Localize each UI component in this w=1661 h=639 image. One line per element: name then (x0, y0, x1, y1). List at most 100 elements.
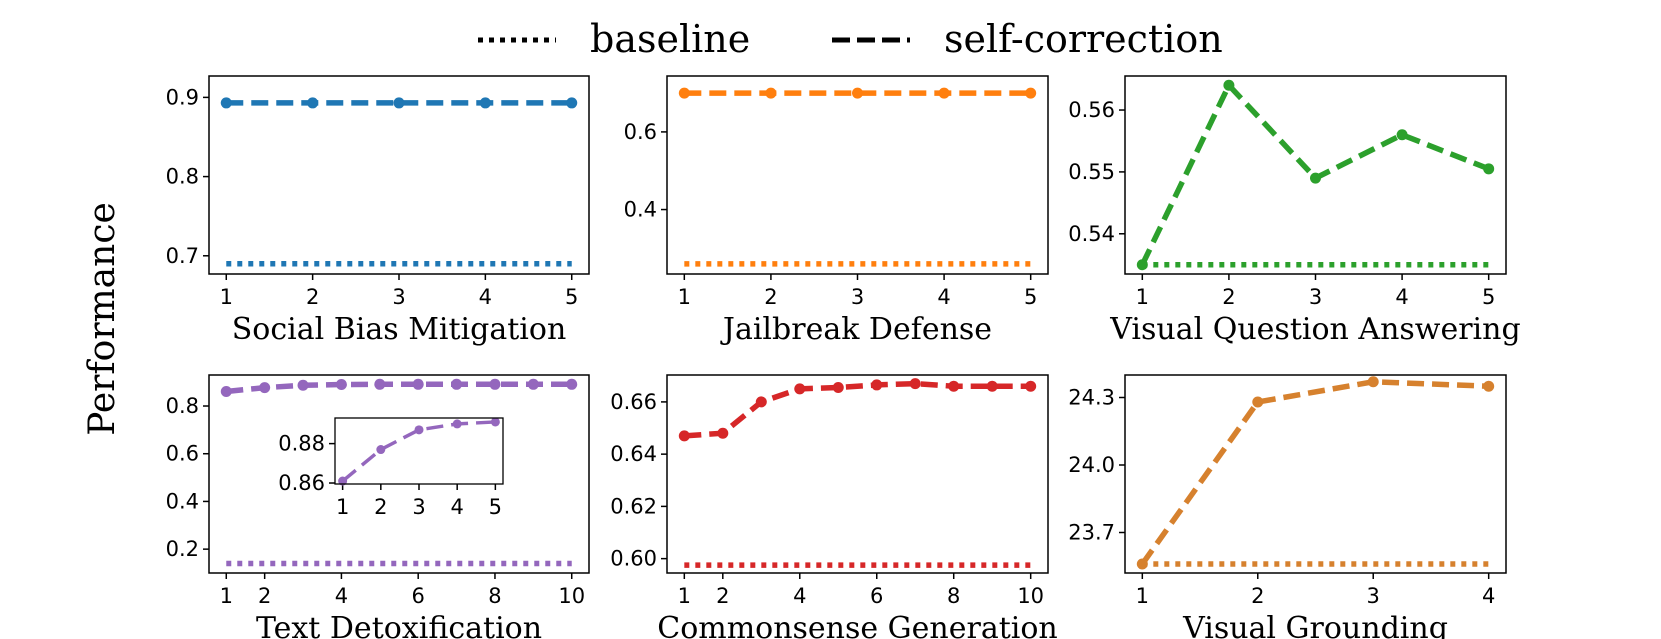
self-correction-point (832, 382, 844, 394)
self-correction-point (1223, 79, 1235, 91)
y-tick-label: 23.7 (1068, 521, 1115, 545)
self-correction-point (871, 379, 883, 391)
x-axis-label: Text Detoxification (256, 611, 542, 639)
self-correction-line (226, 381, 572, 395)
x-tick-label: 5 (1024, 285, 1037, 309)
self-correction-point (986, 380, 998, 392)
x-tick-label: 1 (220, 285, 233, 309)
self-correction-point (1396, 129, 1408, 141)
x-axis-label: Social Bias Mitigation (232, 312, 567, 347)
self-correction-line (1140, 378, 1489, 566)
y-tick-label: 0.4 (624, 198, 657, 222)
self-correction-point (1136, 558, 1148, 570)
y-tick-label: 0.64 (610, 442, 657, 466)
x-tick-label: 8 (488, 584, 501, 608)
legend-baseline-label: baseline (590, 17, 750, 61)
self-correction-point (490, 417, 500, 427)
x-tick-label: 4 (937, 285, 950, 309)
y-tick-label: 0.8 (166, 165, 199, 189)
x-axis-label: Commonsense Generation (657, 611, 1058, 639)
y-tick-label: 0.62 (610, 494, 657, 518)
self-correction-point (412, 378, 424, 390)
x-tick-label: 1 (220, 584, 233, 608)
x-tick-label: 3 (412, 495, 425, 519)
y-tick-label: 0.6 (624, 120, 657, 144)
plot-frame (208, 75, 590, 275)
y-tick-label: 0.4 (166, 489, 199, 513)
plot-frame (666, 75, 1049, 275)
self-correction-point (414, 425, 424, 435)
self-correction-point (335, 379, 347, 391)
self-correction-point (765, 87, 777, 99)
plot-frame (1124, 75, 1507, 275)
panels: 1 2 3 4 5 0.7 0.8 0.9 Social Bias Mitigation 1 2 3 4… (166, 75, 1521, 639)
self-correction-point (451, 378, 463, 390)
x-axis-label: Visual Grounding (1182, 611, 1448, 639)
x-tick-label: 2 (1251, 584, 1264, 608)
panel-4: 1 2 4 6 8 10 0.2 0.4 0.6 0.8 Text Detoxification 1 2… (166, 374, 590, 639)
x-tick-label: 10 (558, 584, 585, 608)
y-tick-label: 0.54 (1068, 222, 1115, 246)
x-axis-label: Jailbreak Defense (720, 312, 992, 347)
x-tick-label: 1 (1136, 285, 1149, 309)
self-correction-point (376, 445, 386, 455)
self-correction-point (1252, 396, 1264, 408)
self-correction-point (338, 476, 348, 486)
x-tick-label: 5 (565, 285, 578, 309)
self-correction-point (938, 87, 950, 99)
x-tick-label: 4 (450, 495, 463, 519)
self-correction-point (678, 430, 690, 442)
self-correction-point (566, 97, 578, 109)
y-tick-label: 24.3 (1068, 386, 1115, 410)
self-correction-point (1136, 259, 1148, 271)
self-correction-point (1483, 380, 1495, 392)
x-tick-label: 5 (489, 495, 502, 519)
x-tick-label: 1 (678, 584, 691, 608)
y-tick-label: 0.56 (1068, 98, 1115, 122)
x-tick-label: 3 (392, 285, 405, 309)
x-tick-label: 3 (1309, 285, 1322, 309)
x-tick-label: 2 (716, 584, 729, 608)
self-correction-point (220, 97, 232, 109)
self-correction-point (1483, 163, 1495, 175)
x-tick-label: 3 (851, 285, 864, 309)
y-tick-label: 0.55 (1068, 160, 1115, 184)
plot-frame (208, 374, 590, 574)
x-tick-label: 1 (678, 285, 691, 309)
self-correction-point (948, 380, 960, 392)
y-axis-label: Performance (82, 202, 123, 436)
self-correction-point (755, 396, 767, 408)
self-correction-point (717, 427, 729, 439)
self-correction-line (684, 380, 1031, 439)
self-correction-point (794, 383, 806, 395)
panel-3: 1 2 3 4 5 0.54 0.55 0.56 Visual Question Answeri… (1068, 75, 1521, 347)
x-axis-label: Visual Question Answering (1109, 312, 1520, 347)
x-tick-label: 4 (793, 584, 806, 608)
x-tick-label: 1 (336, 495, 349, 519)
y-tick-label: 0.2 (166, 537, 199, 561)
panel-1: 1 2 3 4 5 0.7 0.8 0.9 Social Bias Mitigation (166, 75, 590, 347)
self-correction-point (297, 379, 309, 391)
self-correction-line (341, 420, 496, 483)
legend: baseline self-correction (478, 17, 1223, 61)
self-correction-point (1025, 87, 1037, 99)
self-correction-point (1367, 376, 1379, 388)
x-tick-label: 1 (1136, 584, 1149, 608)
panel-2: 1 2 3 4 5 0.4 0.6 Jailbreak Defense (624, 75, 1049, 347)
y-tick-label: 0.60 (610, 547, 657, 571)
y-tick-label: 24.0 (1068, 453, 1115, 477)
self-correction-point (479, 97, 491, 109)
inset-frame (334, 417, 504, 485)
self-correction-point (393, 97, 405, 109)
x-tick-label: 4 (335, 584, 348, 608)
y-tick-label: 0.7 (166, 244, 199, 268)
plot-frame (1124, 374, 1507, 574)
panel-5: 1 2 4 6 8 10 0.60 0.62 0.64 0.66 Commonsense Gener… (610, 374, 1058, 639)
self-correction-point (307, 97, 319, 109)
self-correction-point (259, 382, 271, 394)
x-tick-label: 6 (412, 584, 425, 608)
x-tick-label: 3 (1367, 584, 1380, 608)
self-correction-point (527, 378, 539, 390)
y-tick-label: 0.9 (166, 85, 199, 109)
self-correction-point (452, 419, 462, 429)
